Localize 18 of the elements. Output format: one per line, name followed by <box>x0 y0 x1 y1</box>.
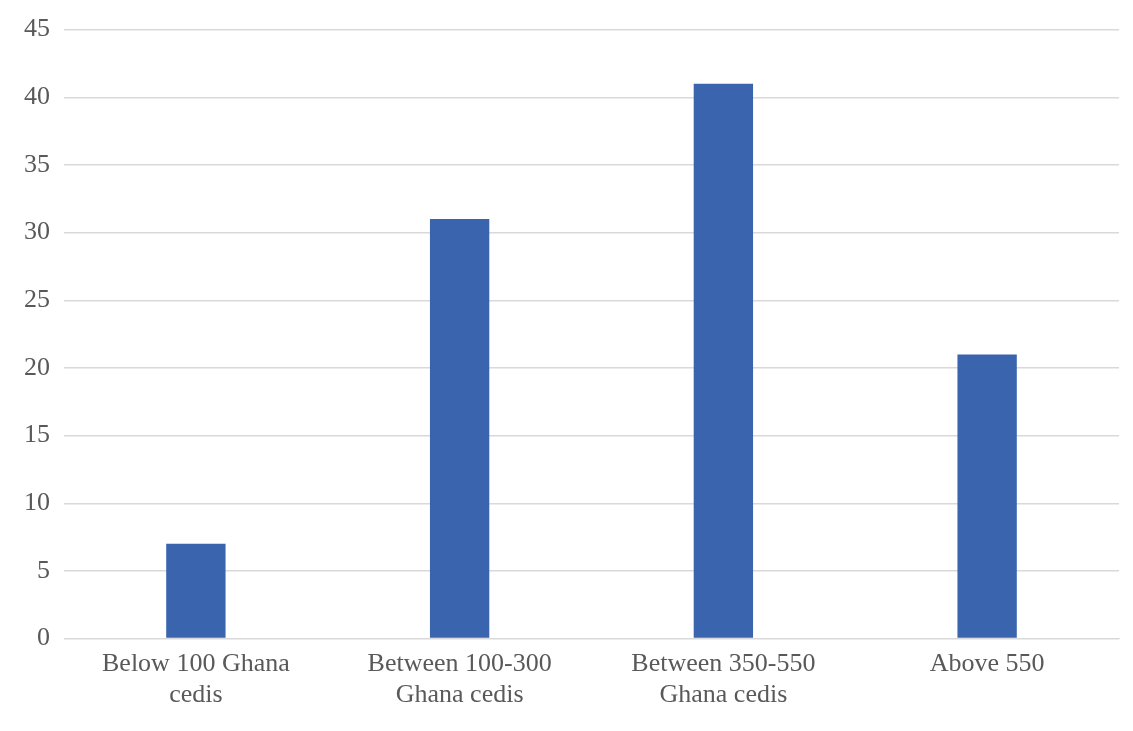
bar <box>957 354 1017 638</box>
y-tick-label: 45 <box>24 13 50 43</box>
y-tick-label: 30 <box>24 216 50 246</box>
y-tick-label: 5 <box>37 554 50 584</box>
x-tick-label: Between 350-550 Ghana cedis <box>631 648 816 709</box>
y-tick-label: 10 <box>24 487 50 517</box>
y-tick-label: 35 <box>24 148 50 178</box>
x-tick-label: Between 100-300 Ghana cedis <box>367 648 552 709</box>
bar <box>429 219 490 638</box>
x-tick-label: Below 100 Ghana cedis <box>102 648 291 709</box>
x-tick-label: Above 550 <box>929 648 1045 678</box>
y-tick-label: 40 <box>24 81 50 111</box>
bar <box>693 83 754 638</box>
y-tick-label: 0 <box>37 622 50 652</box>
y-tick-label: 25 <box>24 284 50 314</box>
bar <box>166 543 226 638</box>
y-tick-label: 15 <box>24 419 50 449</box>
y-tick-label: 20 <box>24 351 50 381</box>
